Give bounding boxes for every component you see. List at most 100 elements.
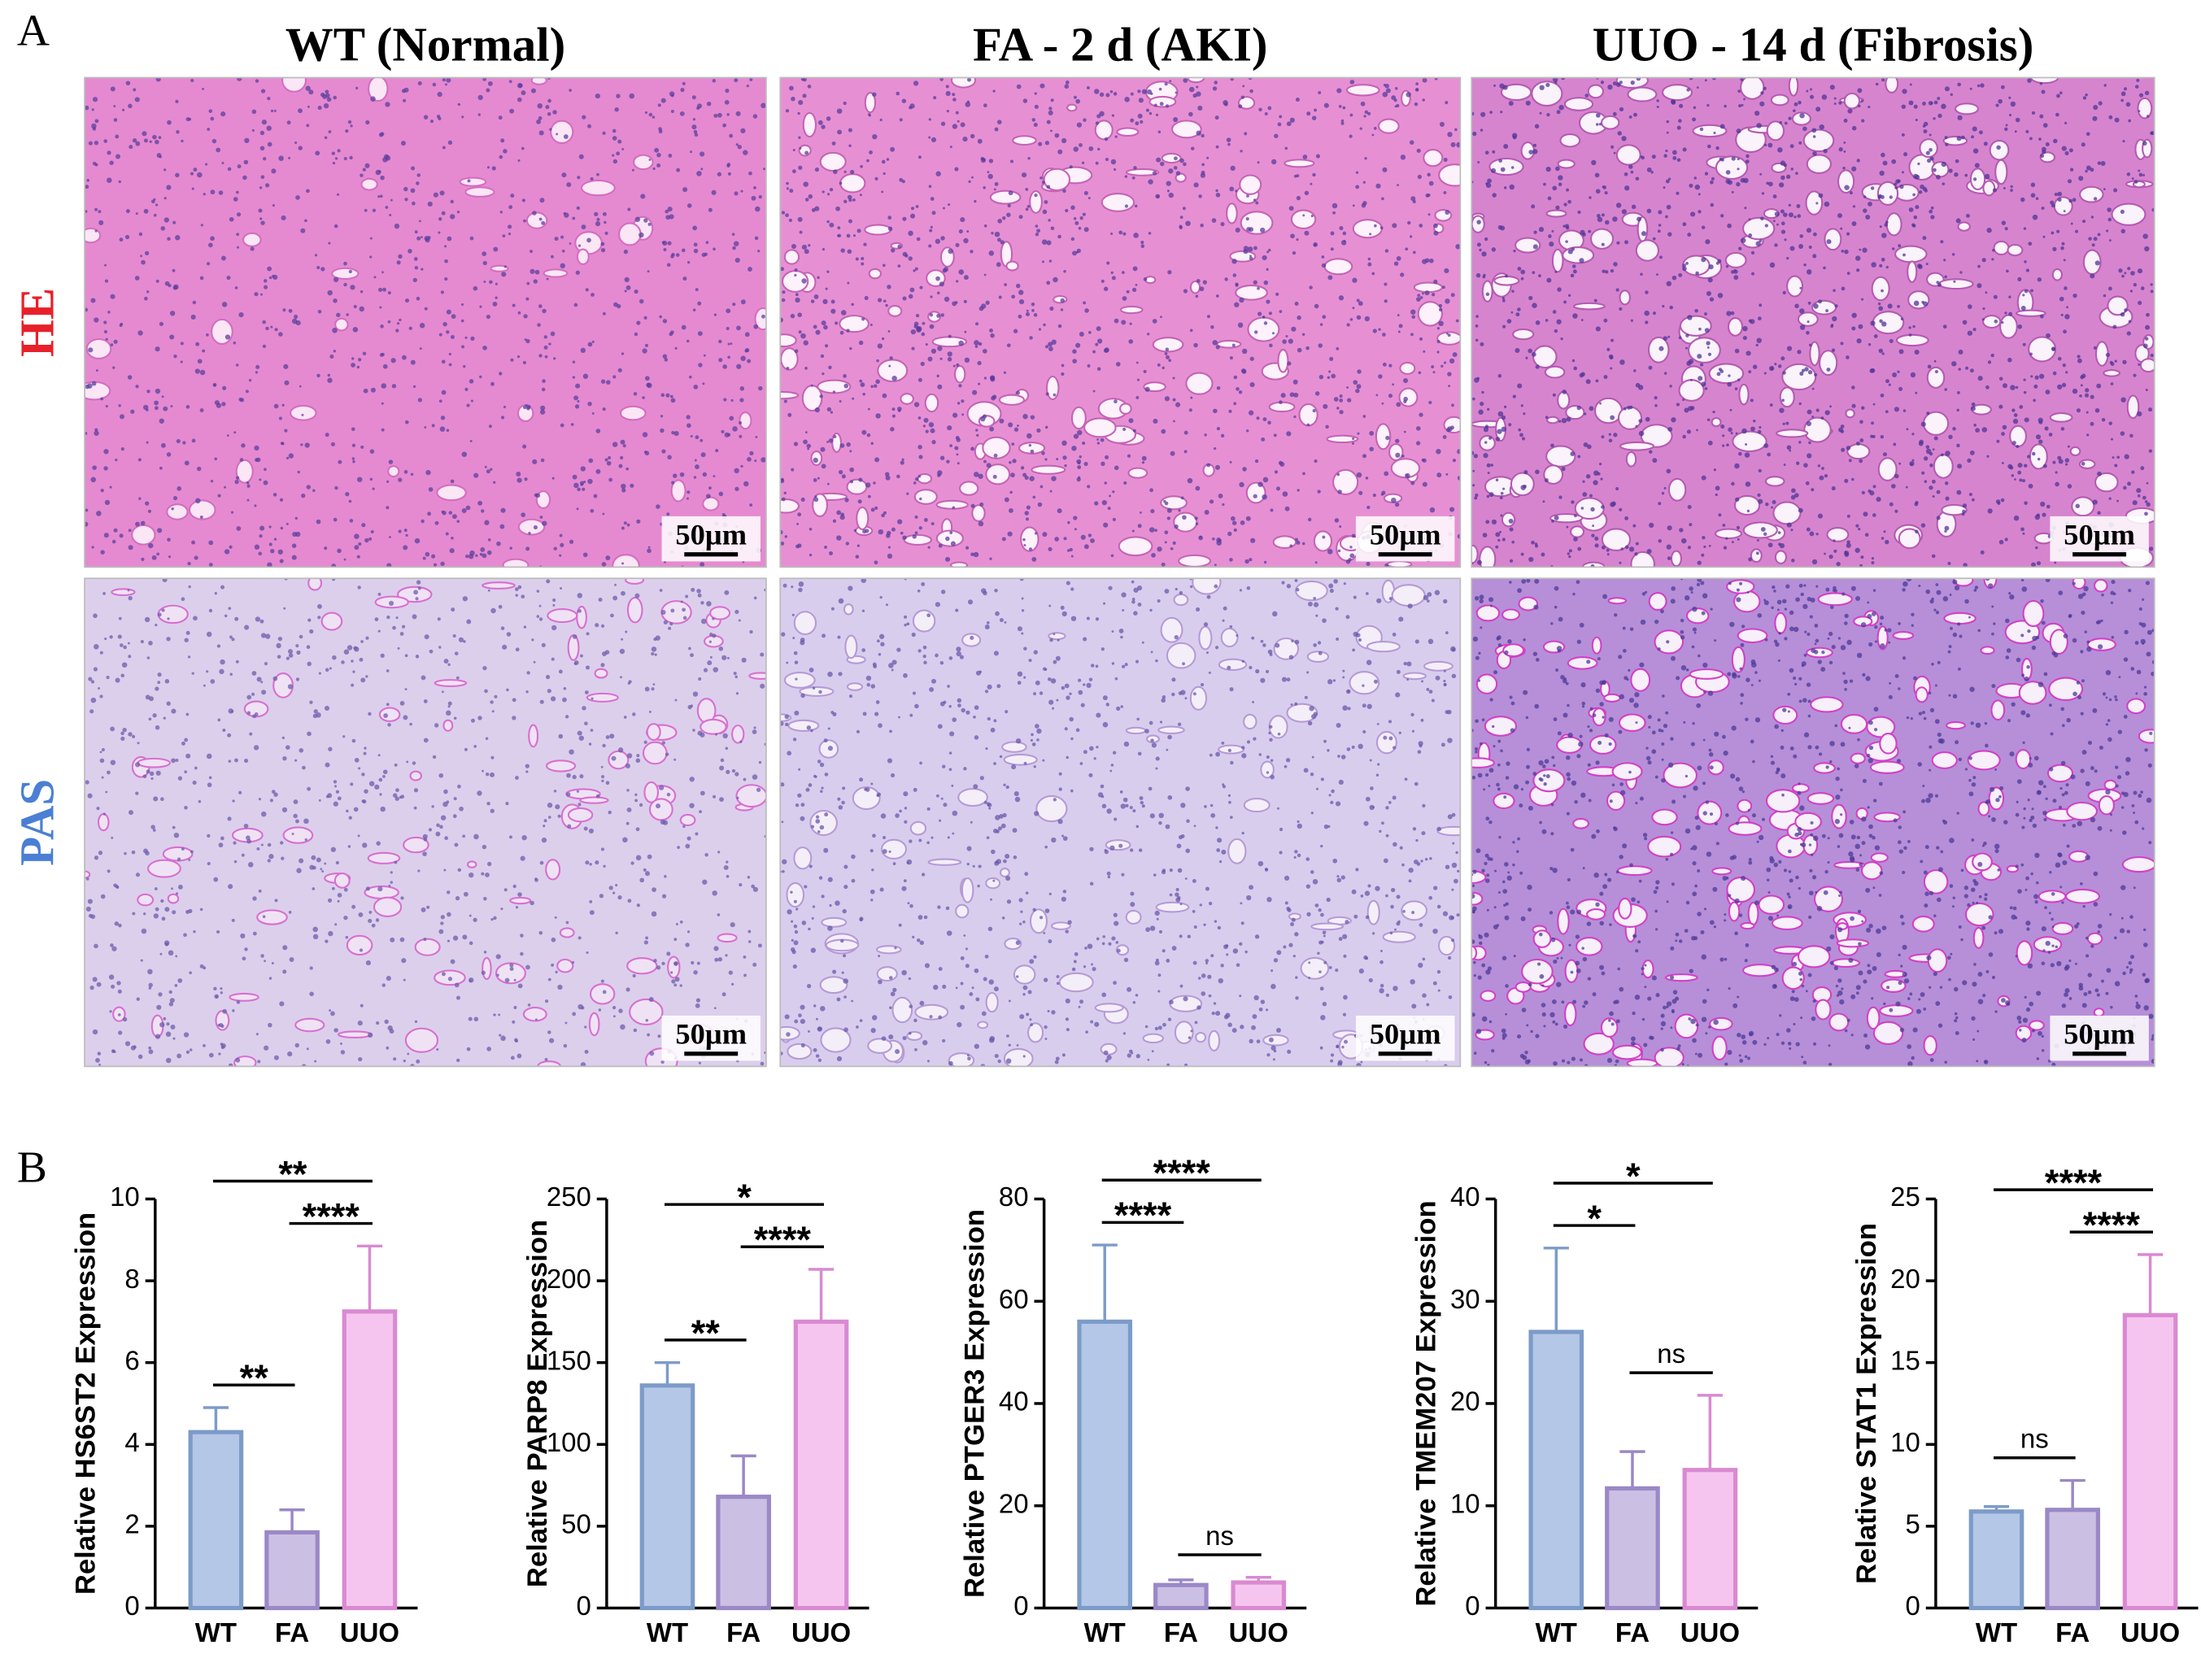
nucleus: [1898, 244, 1902, 248]
nucleus: [648, 997, 654, 1003]
nucleus: [849, 169, 855, 175]
nucleus: [1646, 167, 1652, 172]
nucleus: [635, 827, 640, 832]
nucleus: [1693, 106, 1697, 109]
nucleus: [348, 499, 352, 503]
nucleus: [301, 413, 304, 416]
nucleus: [1846, 542, 1851, 548]
nucleus: [2103, 188, 2106, 191]
nucleus: [1112, 517, 1116, 521]
nucleus: [1774, 211, 1780, 217]
nucleus: [138, 232, 143, 237]
nucleus: [559, 554, 562, 557]
nucleus: [804, 367, 808, 370]
nucleus: [119, 414, 125, 420]
nucleus: [2017, 463, 2023, 468]
nucleus: [1923, 129, 1928, 134]
nucleus: [451, 314, 456, 320]
nucleus: [1030, 449, 1035, 454]
nucleus: [1137, 113, 1143, 119]
nucleus: [1520, 276, 1524, 281]
nucleus: [1759, 239, 1763, 242]
nucleus: [1591, 533, 1595, 538]
lumen: [1617, 406, 1643, 430]
nucleus: [986, 463, 992, 468]
nucleus: [1204, 433, 1207, 437]
nucleus: [533, 660, 536, 664]
nucleus: [1392, 383, 1395, 386]
nucleus: [354, 757, 360, 763]
lumen: [1885, 212, 1902, 237]
nucleus: [500, 907, 503, 911]
nucleus: [416, 580, 421, 585]
nucleus: [595, 623, 599, 628]
nucleus: [654, 147, 660, 153]
lumen: [660, 600, 692, 625]
nucleus: [1648, 365, 1653, 370]
nucleus: [185, 910, 190, 915]
nucleus: [1486, 494, 1490, 498]
nucleus: [429, 120, 434, 124]
nucleus: [1912, 193, 1916, 197]
nucleus: [272, 676, 278, 681]
nucleus: [1561, 467, 1566, 472]
nucleus: [970, 552, 974, 556]
nucleus: [255, 616, 261, 622]
lumen: [1544, 365, 1566, 379]
nucleus: [113, 118, 118, 122]
nucleus: [1620, 547, 1624, 551]
nucleus: [477, 94, 483, 101]
nucleus: [2144, 246, 2150, 252]
nucleus: [1791, 559, 1795, 563]
nucleus: [1615, 202, 1622, 208]
nucleus: [526, 406, 530, 411]
nucleus: [207, 861, 211, 866]
lumen: [157, 604, 189, 625]
nucleus: [1788, 203, 1791, 207]
nucleus: [1610, 502, 1615, 507]
nucleus: [761, 314, 765, 319]
lumen: [547, 608, 578, 624]
nucleus: [2123, 485, 2127, 490]
nucleus: [970, 133, 975, 139]
nucleus: [155, 203, 159, 207]
nucleus: [931, 348, 937, 354]
nucleus: [748, 171, 752, 176]
nucleus: [1837, 213, 1842, 219]
nucleus: [847, 194, 852, 200]
nucleus: [723, 864, 729, 870]
nucleus: [1257, 311, 1262, 316]
nucleus: [2035, 434, 2042, 440]
nucleus: [1253, 246, 1257, 250]
nucleus: [1834, 304, 1838, 308]
nucleus: [1092, 390, 1096, 393]
nucleus: [161, 916, 166, 921]
nucleus: [309, 991, 314, 997]
nucleus: [1809, 343, 1812, 347]
nucleus: [860, 382, 865, 388]
nucleus: [1652, 458, 1658, 464]
lumen: [586, 692, 619, 703]
nucleus: [1122, 271, 1125, 275]
nucleus: [523, 625, 527, 629]
nucleus: [1657, 229, 1661, 233]
nucleus: [1712, 411, 1715, 414]
nucleus: [1756, 539, 1759, 542]
nucleus: [238, 790, 242, 794]
nucleus: [1908, 207, 1914, 212]
nucleus: [595, 93, 600, 99]
nucleus: [534, 877, 538, 882]
nucleus: [150, 199, 155, 204]
nucleus: [2126, 331, 2131, 336]
nucleus: [679, 472, 685, 477]
nucleus: [376, 841, 381, 846]
nucleus: [1159, 102, 1164, 107]
nucleus: [956, 453, 959, 456]
nucleus: [545, 105, 550, 110]
nucleus: [1080, 534, 1086, 540]
nucleus: [1073, 216, 1077, 220]
nucleus: [91, 546, 94, 549]
nucleus: [1228, 409, 1232, 413]
nucleus: [1511, 289, 1515, 293]
lumen: [1779, 386, 1795, 408]
